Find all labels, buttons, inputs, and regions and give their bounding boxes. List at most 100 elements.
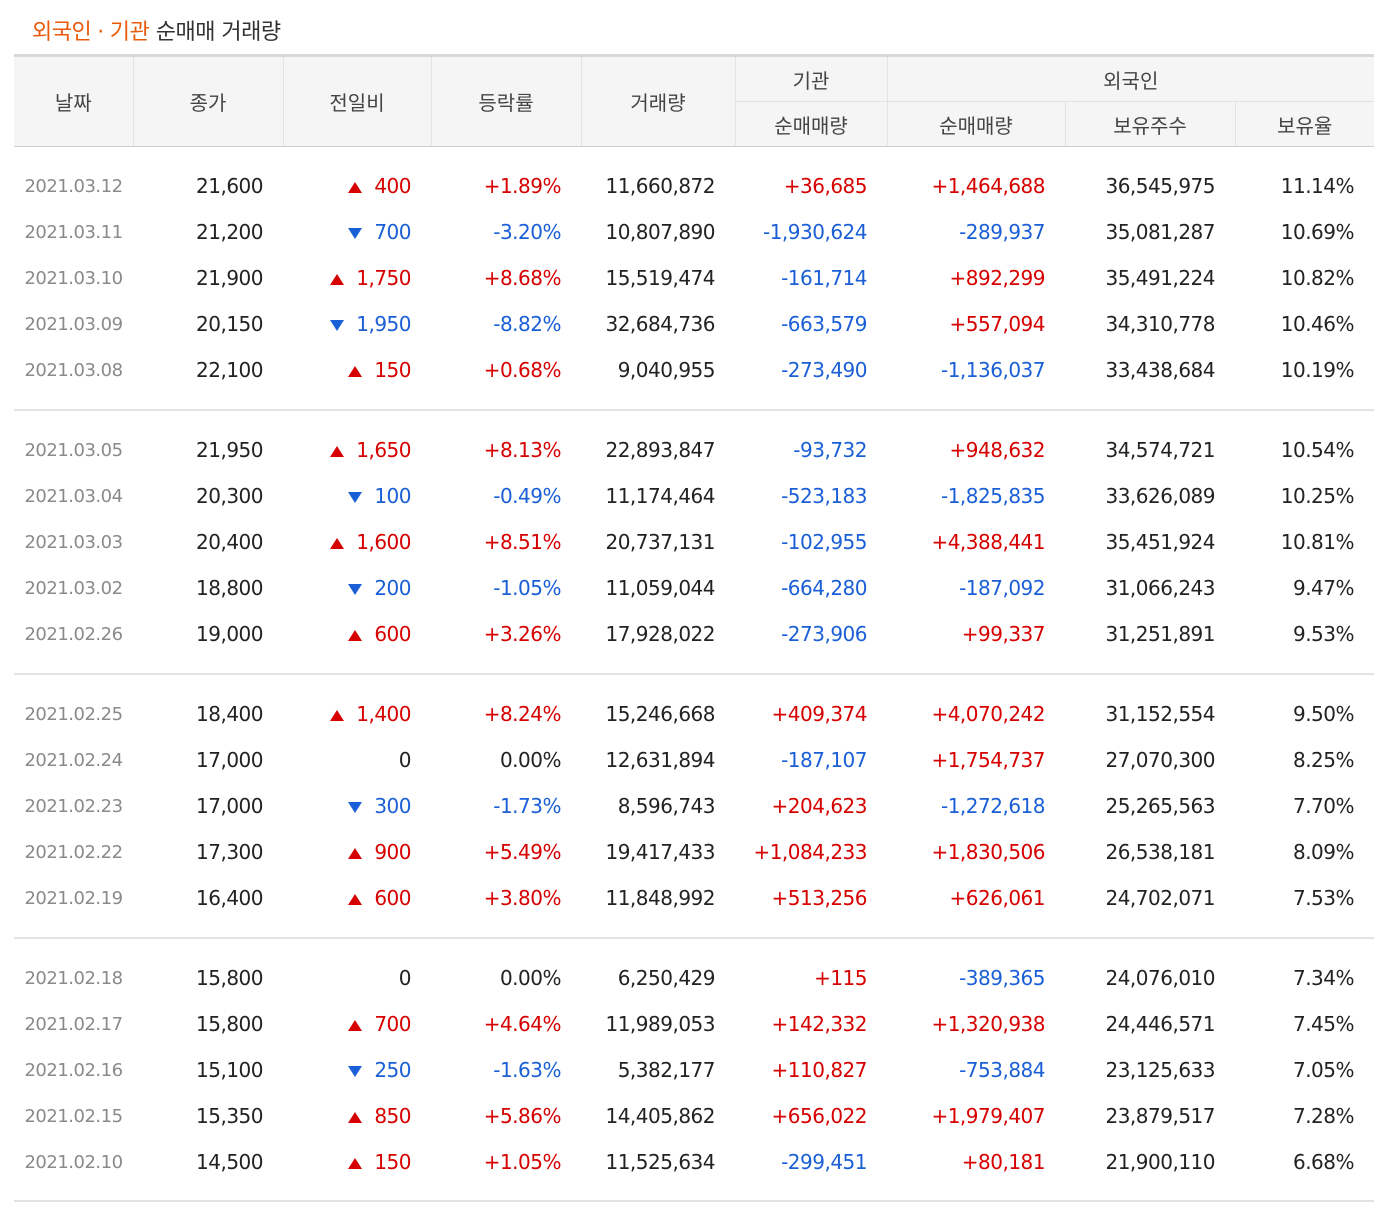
cell-volume: 22,893,847	[605, 438, 715, 462]
cell-change: 1,750	[283, 255, 431, 301]
cell-close: 20,400	[196, 530, 263, 554]
cell-inst-net: +513,256	[771, 886, 868, 910]
cell-date: 2021.03.04	[24, 485, 123, 507]
cell-close: 16,400	[196, 886, 263, 910]
cell-inst-net: -161,714	[781, 266, 867, 290]
cell-close: 15,800	[196, 1012, 263, 1036]
cell-change-value: 400	[374, 174, 411, 198]
cell-holdings: 33,438,684	[1105, 358, 1215, 382]
cell-ratio: 9.50%	[1292, 702, 1355, 726]
cell-date: 2021.02.15	[24, 1105, 123, 1127]
cell-ratio: 7.34%	[1292, 966, 1355, 990]
title-foreign: 외국인	[32, 20, 92, 45]
table-row: 2021.02.18 15,800 0 0.00% 6,250,429 +115 -389,…	[14, 955, 1374, 1001]
cell-rate: +8.24%	[483, 702, 562, 726]
cell-volume: 14,405,862	[605, 1104, 715, 1128]
cell-inst-net: -273,490	[781, 358, 867, 382]
cell-ratio: 11.14%	[1280, 174, 1355, 198]
cell-close: 17,300	[196, 840, 263, 864]
cell-rate: +0.68%	[483, 358, 562, 382]
table-row: 2021.03.12 21,600 400 +1.89% 11,660,872 +36,6…	[14, 163, 1374, 209]
cell-change: 600	[283, 875, 431, 921]
cell-foreign-net: -389,365	[959, 966, 1045, 990]
table-row: 2021.03.08 22,100 150 +0.68% 9,040,955 -273,4…	[14, 347, 1374, 393]
cell-rate: -8.82%	[493, 312, 561, 336]
cell-inst-net: +142,332	[771, 1012, 868, 1036]
cell-date: 2021.02.22	[24, 841, 123, 863]
cell-inst-net: -299,451	[781, 1150, 867, 1174]
table-row: 2021.02.17 15,800 700 +4.64% 11,989,053 +142,…	[14, 1001, 1374, 1047]
table-row: 2021.02.10 14,500 150 +1.05% 11,525,634 -299,…	[14, 1139, 1374, 1185]
cell-ratio: 10.54%	[1280, 438, 1355, 462]
table-row: 2021.03.05 21,950 1,650 +8.13% 22,893,847 -93…	[14, 427, 1374, 473]
up-triangle-icon	[348, 848, 363, 859]
cell-change-value: 850	[374, 1104, 411, 1128]
cell-close: 21,900	[196, 266, 263, 290]
cell-ratio: 7.28%	[1292, 1104, 1355, 1128]
cell-volume: 8,596,743	[617, 794, 716, 818]
cell-date: 2021.02.16	[24, 1059, 123, 1081]
cell-rate: +3.26%	[483, 622, 562, 646]
cell-close: 17,000	[196, 748, 263, 772]
cell-close: 21,200	[196, 220, 263, 244]
cell-volume: 11,174,464	[605, 484, 715, 508]
cell-holdings: 24,702,071	[1105, 886, 1215, 910]
cell-foreign-net: +1,979,407	[931, 1104, 1045, 1128]
table-row: 2021.02.25 18,400 1,400 +8.24% 15,246,668 +40…	[14, 691, 1374, 737]
cell-holdings: 26,538,181	[1105, 840, 1215, 864]
table-row: 2021.02.24 17,000 0 0.00% 12,631,894 -187,107…	[14, 737, 1374, 783]
cell-change: 700	[283, 209, 431, 255]
cell-ratio: 10.46%	[1280, 312, 1355, 336]
cell-inst-net: +36,685	[783, 174, 868, 198]
table-row: 2021.02.16 15,100 250 -1.63% 5,382,177 +110,8…	[14, 1047, 1374, 1093]
cell-inst-net: +1,084,233	[753, 840, 867, 864]
cell-ratio: 7.05%	[1292, 1058, 1355, 1082]
table-row: 2021.03.10 21,900 1,750 +8.68% 15,519,474 -16…	[14, 255, 1374, 301]
cell-ratio: 10.81%	[1280, 530, 1355, 554]
cell-change-value: 700	[374, 220, 411, 244]
cell-rate: +8.68%	[483, 266, 562, 290]
cell-change-value: 900	[374, 840, 411, 864]
title-rest: 순매매 거래량	[155, 20, 281, 45]
cell-rate: +4.64%	[483, 1012, 562, 1036]
cell-ratio: 7.53%	[1292, 886, 1355, 910]
up-triangle-icon	[330, 446, 345, 457]
cell-foreign-net: -1,272,618	[940, 794, 1046, 818]
cell-foreign-net: +1,830,506	[931, 840, 1045, 864]
cell-volume: 9,040,955	[617, 358, 716, 382]
cell-foreign-net: +557,094	[949, 312, 1046, 336]
cell-change: 700	[283, 1001, 431, 1047]
cell-inst-net: +115	[814, 966, 867, 990]
cell-ratio: 6.68%	[1292, 1150, 1355, 1174]
cell-change: 300	[283, 783, 431, 829]
up-triangle-icon	[348, 630, 363, 641]
cell-holdings: 21,900,110	[1105, 1150, 1215, 1174]
cell-volume: 10,807,890	[605, 220, 715, 244]
cell-rate: -1.73%	[493, 794, 561, 818]
cell-change: 0	[283, 955, 431, 1001]
cell-holdings: 23,879,517	[1105, 1104, 1215, 1128]
cell-close: 18,800	[196, 576, 263, 600]
cell-close: 15,350	[196, 1104, 263, 1128]
up-triangle-icon	[348, 1020, 363, 1031]
col-group-institution: 기관	[735, 54, 888, 102]
cell-change: 200	[283, 565, 431, 611]
cell-inst-net: -664,280	[781, 576, 867, 600]
cell-inst-net: -523,183	[781, 484, 867, 508]
cell-volume: 19,417,433	[605, 840, 715, 864]
cell-change: 1,600	[283, 519, 431, 565]
cell-volume: 32,684,736	[605, 312, 715, 336]
table-row: 2021.03.11 21,200 700 -3.20% 10,807,890 -1,93…	[14, 209, 1374, 255]
cell-rate: +5.49%	[483, 840, 562, 864]
cell-close: 20,300	[196, 484, 263, 508]
cell-inst-net: -93,732	[793, 438, 867, 462]
cell-change-value: 0	[398, 748, 412, 772]
cell-holdings: 31,152,554	[1105, 702, 1215, 726]
cell-foreign-net: +1,464,688	[931, 174, 1045, 198]
table-row: 2021.02.22 17,300 900 +5.49% 19,417,433 +1,08…	[14, 829, 1374, 875]
cell-foreign-net: +892,299	[949, 266, 1046, 290]
up-triangle-icon	[348, 1158, 363, 1169]
cell-ratio: 10.19%	[1280, 358, 1355, 382]
cell-rate: +3.80%	[483, 886, 562, 910]
up-triangle-icon	[348, 894, 363, 905]
